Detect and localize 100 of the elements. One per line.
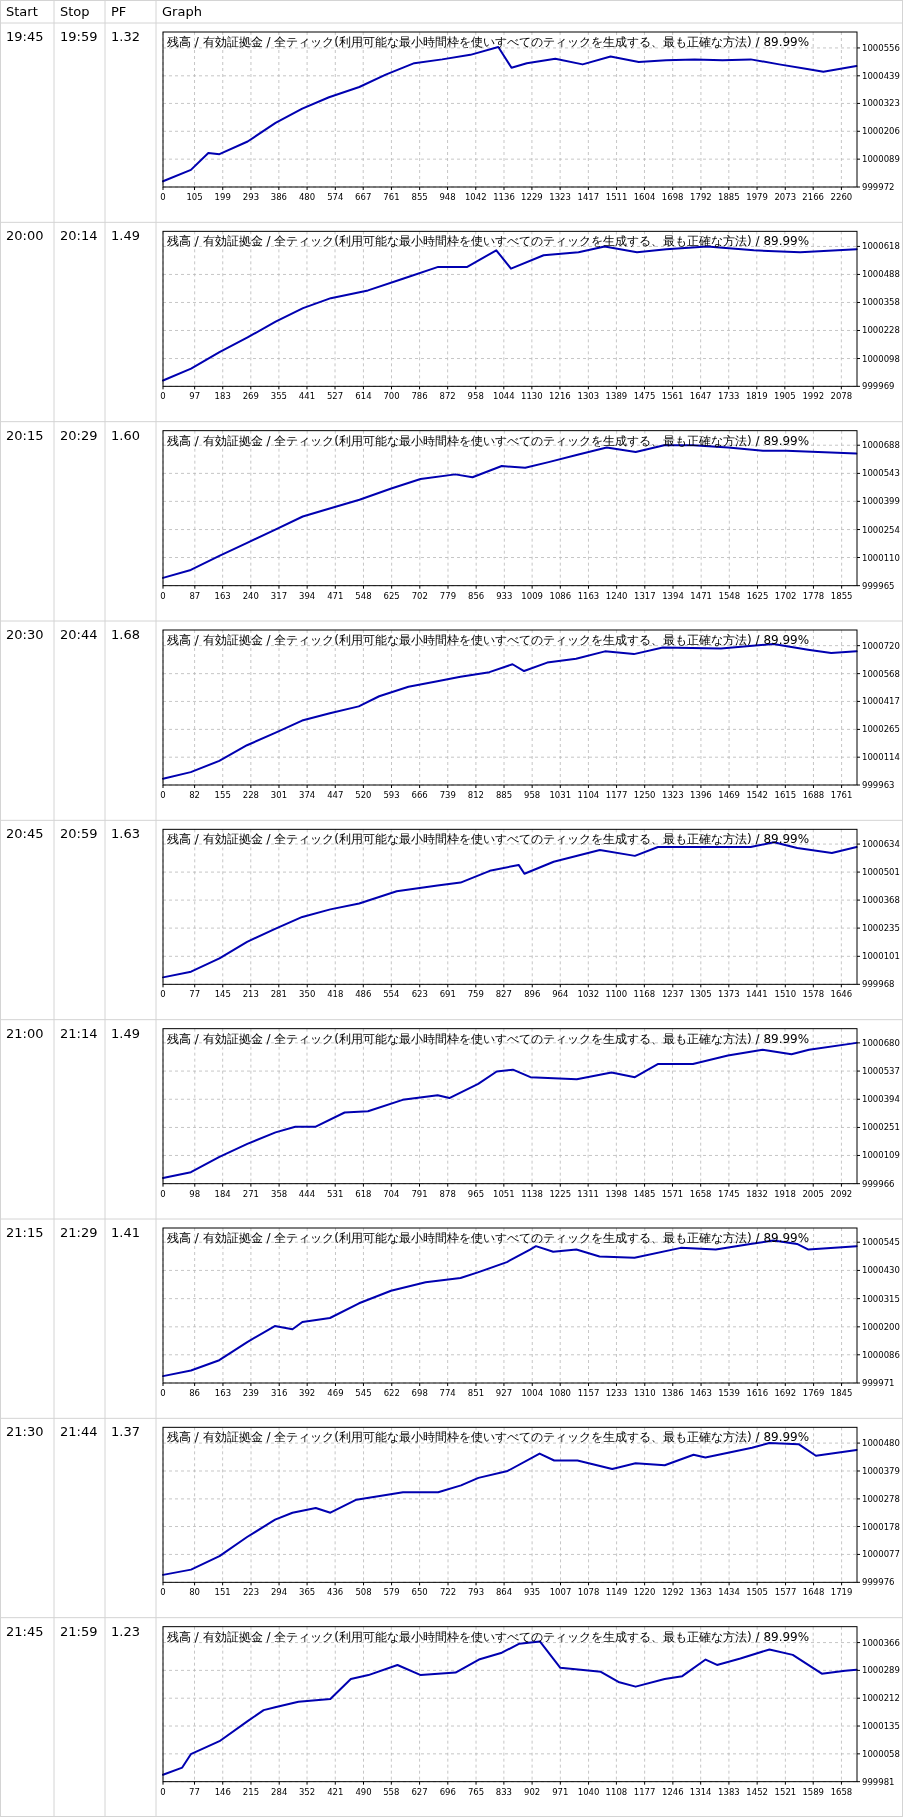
text: PF (111, 4, 127, 19)
x-tick-label: 1589 (802, 1786, 825, 1797)
x-tick-label: 1032 (577, 989, 600, 1000)
y-tick-label: 1000543 (862, 468, 900, 479)
x-tick-label: 421 (327, 1786, 344, 1797)
x-tick-label: 1108 (605, 1786, 628, 1797)
text: 1.41 (111, 1225, 140, 1240)
x-tick-label: 1992 (802, 391, 825, 402)
y-tick-label: 1000439 (862, 70, 900, 81)
x-tick-label: 1136 (493, 192, 515, 202)
y-tick-label: 1000206 (862, 126, 900, 137)
x-tick-label: 1539 (718, 1388, 740, 1398)
x-tick-label: 1225 (549, 1188, 572, 1199)
y-tick-label: 999976 (862, 1577, 895, 1588)
x-tick-label: 739 (439, 790, 456, 800)
y-tick-label: 1000430 (862, 1265, 900, 1276)
x-tick-label: 1078 (577, 1587, 600, 1598)
x-tick-label: 1303 (577, 391, 600, 402)
x-tick-label: 1511 (605, 192, 628, 202)
x-tick-label: 765 (467, 1786, 485, 1797)
x-tick-label: 1979 (746, 192, 768, 202)
x-tick-label: 1323 (661, 790, 684, 800)
x-tick-label: 1157 (577, 1388, 600, 1398)
x-tick-label: 284 (271, 1786, 288, 1797)
x-tick-label: 98 (189, 1188, 201, 1199)
x-tick-label: 447 (327, 790, 344, 800)
x-tick-label: 1778 (802, 590, 825, 601)
x-tick-label: 2005 (802, 1188, 825, 1199)
x-tick-label: 1177 (605, 790, 628, 800)
x-tick-label: 352 (298, 1786, 316, 1797)
x-tick-label: 618 (355, 1188, 372, 1199)
x-tick-label: 935 (523, 1587, 541, 1598)
x-tick-label: 358 (270, 1188, 288, 1199)
x-tick-label: 1007 (549, 1587, 572, 1598)
x-tick-label: 1792 (690, 192, 712, 202)
text: 1.23 (111, 1623, 140, 1639)
x-tick-label: 667 (355, 192, 372, 202)
x-tick-label: 480 (298, 192, 316, 202)
x-tick-label: 1698 (661, 192, 684, 202)
chart-title: 残高 / 有効証拠金 / 全ティック(利用可能な最小時間枠を使いすべてのティックを生成する、最も正確な方法) / 89.99% (167, 1231, 810, 1245)
x-tick-label: 1485 (633, 1188, 656, 1199)
x-tick-label: 885 (495, 790, 513, 800)
y-tick-label: 1000568 (862, 668, 900, 679)
text: 20:15 (6, 427, 44, 443)
x-tick-label: 436 (327, 1587, 344, 1598)
x-tick-label: 1051 (493, 1188, 515, 1199)
text: Stop (60, 4, 90, 19)
x-tick-label: 864 (495, 1587, 513, 1598)
x-tick-label: 933 (496, 590, 513, 601)
y-tick-label: 1000278 (862, 1493, 900, 1504)
x-tick-label: 365 (298, 1587, 316, 1598)
x-tick-label: 1237 (661, 989, 684, 1000)
x-tick-label: 0 (160, 1786, 166, 1797)
y-tick-label: 1000358 (862, 297, 900, 308)
y-tick-label: 1000200 (862, 1321, 900, 1332)
x-tick-label: 1149 (605, 1587, 628, 1598)
x-tick-label: 1616 (746, 1388, 769, 1398)
y-tick-label: 1000545 (862, 1237, 900, 1248)
x-tick-label: 1905 (774, 391, 796, 402)
y-tick-label: 1000109 (862, 1150, 900, 1161)
y-tick-label: 1000480 (862, 1438, 900, 1449)
x-tick-label: 469 (327, 1388, 344, 1398)
text: 20:30 (6, 627, 44, 642)
x-tick-label: 722 (439, 1587, 457, 1598)
chart-title: 残高 / 有効証拠金 / 全ティック(利用可能な最小時間枠を使いすべてのティックを生成する、最も正確な方法) / 89.99% (167, 633, 810, 647)
y-tick-label: 999969 (862, 381, 895, 392)
x-tick-label: 293 (242, 192, 260, 202)
x-tick-label: 199 (214, 192, 231, 202)
x-tick-label: 548 (355, 590, 372, 601)
x-tick-label: 1452 (746, 1786, 768, 1797)
x-tick-label: 1220 (633, 1587, 656, 1598)
x-tick-label: 1521 (774, 1786, 797, 1797)
x-tick-label: 927 (495, 1388, 513, 1398)
y-tick-label: 1000488 (862, 269, 900, 280)
x-tick-label: 1615 (774, 790, 797, 800)
x-tick-label: 1577 (774, 1587, 797, 1598)
x-tick-label: 1080 (549, 1388, 572, 1398)
x-tick-label: 1505 (746, 1587, 768, 1598)
x-tick-label: 350 (299, 989, 316, 1000)
x-tick-label: 1604 (633, 192, 656, 202)
x-tick-label: 1044 (492, 391, 515, 402)
x-tick-label: 271 (242, 1188, 259, 1199)
text: 1.32 (111, 29, 140, 44)
x-tick-label: 1168 (633, 989, 656, 1000)
x-tick-label: 1130 (521, 391, 543, 402)
x-tick-label: 146 (214, 1786, 231, 1797)
x-tick-label: 579 (383, 1587, 400, 1598)
x-tick-label: 704 (383, 1188, 400, 1199)
text: 1.68 (111, 627, 140, 642)
x-tick-label: 2260 (830, 192, 853, 202)
x-tick-label: 183 (214, 391, 231, 402)
x-tick-label: 1086 (549, 590, 572, 601)
x-tick-label: 896 (524, 989, 541, 1000)
x-tick-label: 827 (495, 989, 512, 1000)
text: 1.49 (111, 1025, 140, 1041)
x-tick-label: 1819 (745, 391, 768, 402)
x-tick-label: 948 (439, 192, 456, 202)
y-tick-label: 1000251 (862, 1122, 900, 1133)
x-tick-label: 1692 (774, 1388, 797, 1398)
x-tick-label: 1571 (661, 1188, 684, 1199)
